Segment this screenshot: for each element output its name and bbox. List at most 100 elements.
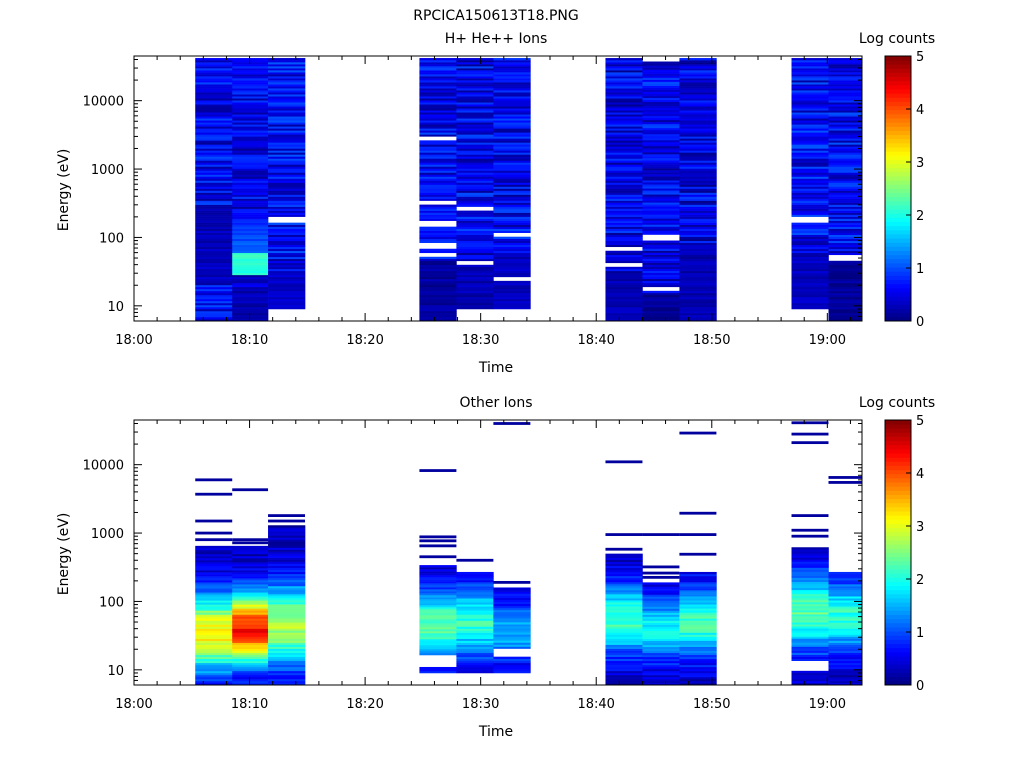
heatmap-cell — [419, 290, 457, 294]
heatmap-cell — [268, 541, 306, 544]
heatmap-cell — [642, 166, 680, 169]
x-axis-label: Time — [478, 724, 513, 740]
heatmap-cell — [791, 559, 829, 562]
heatmap-cell — [791, 226, 829, 229]
heatmap-cell — [679, 628, 717, 631]
heatmap-cell — [456, 70, 494, 73]
heatmap-cell — [493, 240, 531, 244]
heatmap-cell — [232, 678, 269, 682]
colorbar-tick-label: 5 — [916, 414, 924, 429]
heatmap-cell — [268, 106, 306, 109]
heatmap-cell — [456, 274, 494, 278]
heatmap-cell — [232, 86, 269, 89]
colorbar-swatch — [885, 242, 911, 247]
heatmap-cell — [605, 188, 643, 191]
heatmap-cell — [605, 216, 643, 219]
heatmap-cell — [679, 230, 717, 233]
colorbar-swatch — [885, 130, 911, 136]
heatmap-cell — [268, 86, 306, 89]
colorbar-swatch — [885, 72, 911, 78]
heatmap-cell — [268, 668, 306, 672]
heatmap-cell — [268, 579, 306, 583]
heatmap-cell — [195, 576, 233, 579]
heatmap-cell — [679, 598, 717, 601]
heatmap-cell — [232, 290, 269, 294]
heatmap-cell — [605, 164, 643, 167]
heatmap-cell — [828, 270, 863, 274]
panel-title: H+ He++ Ions — [445, 31, 548, 47]
heatmap-cell — [605, 140, 643, 143]
heatmap-cell — [828, 656, 863, 660]
heatmap-cell — [791, 150, 829, 153]
heatmap-cell — [605, 218, 643, 221]
heatmap-cell — [493, 618, 531, 621]
heatmap-cell — [493, 192, 531, 195]
colorbar-swatch — [885, 457, 911, 462]
heatmap-cell — [791, 595, 829, 599]
heatmap-cell — [828, 571, 863, 575]
heatmap-cell — [493, 274, 531, 278]
heatmap-cell — [195, 578, 233, 581]
heatmap-cell — [456, 162, 494, 165]
heatmap-cell — [493, 202, 531, 205]
heatmap-cell — [456, 626, 494, 629]
heatmap-cell — [456, 124, 494, 127]
heatmap-plot: 18:00 18:10 18:20 18:30 18:40 18:50 19:0010100… — [83, 55, 863, 348]
heatmap-cell — [232, 70, 269, 73]
heatmap-cell — [642, 184, 680, 187]
heatmap-cell — [493, 298, 531, 302]
heatmap-cell — [791, 547, 829, 550]
heatmap-cell — [791, 192, 829, 195]
heatmap-cell — [419, 194, 457, 197]
heatmap-cell — [419, 607, 457, 610]
colorbar-swatch — [885, 664, 911, 669]
colorbar-swatch — [885, 209, 911, 214]
heatmap-cell — [605, 206, 643, 209]
heatmap-cell — [493, 116, 531, 119]
heatmap-cell — [828, 198, 863, 201]
heatmap-cell — [493, 108, 531, 111]
heatmap-cell — [195, 108, 233, 111]
heatmap-cell — [268, 134, 306, 137]
heatmap-cell — [605, 308, 643, 312]
heatmap-cell — [232, 224, 269, 227]
heatmap-cell — [493, 128, 531, 131]
colorbar-swatch — [885, 465, 911, 471]
colorbar-swatch — [885, 300, 911, 305]
heatmap-cell — [493, 122, 531, 125]
colorbar-swatch — [885, 97, 911, 102]
heatmap-cell — [268, 557, 306, 560]
heatmap-cell — [456, 214, 494, 217]
heatmap-cell — [268, 290, 306, 294]
heatmap-cell — [268, 248, 306, 252]
heatmap-cell — [268, 571, 306, 575]
heatmap-cell — [642, 638, 680, 642]
heatmap-cell — [605, 60, 643, 63]
heatmap-cell — [791, 178, 829, 181]
heatmap-cell — [456, 244, 494, 248]
heatmap-cell — [791, 618, 829, 621]
heatmap-cell — [605, 561, 643, 565]
heatmap-cell — [232, 310, 269, 314]
colorbar-swatch — [885, 569, 911, 574]
heatmap-cell — [828, 134, 863, 137]
heatmap-cell — [642, 270, 680, 274]
heatmap-cell — [828, 240, 863, 244]
heatmap-cell — [268, 94, 306, 97]
heatmap-cell — [679, 602, 717, 605]
heatmap-cell — [642, 644, 680, 648]
heatmap-cell — [232, 628, 269, 631]
colorbar-swatch — [885, 498, 911, 504]
heatmap-cell — [456, 586, 494, 589]
heatmap-cell — [679, 124, 717, 127]
heatmap-cell — [679, 672, 717, 676]
heatmap-cell — [195, 662, 233, 666]
heatmap-cell — [232, 584, 269, 587]
heatmap-cell — [605, 152, 643, 155]
heatmap-cell — [493, 194, 531, 197]
heatmap-cell — [268, 162, 306, 165]
heatmap-cell — [493, 172, 531, 175]
heatmap-cell — [419, 86, 457, 89]
heatmap-cell — [642, 600, 680, 603]
heatmap-cell — [493, 60, 531, 63]
